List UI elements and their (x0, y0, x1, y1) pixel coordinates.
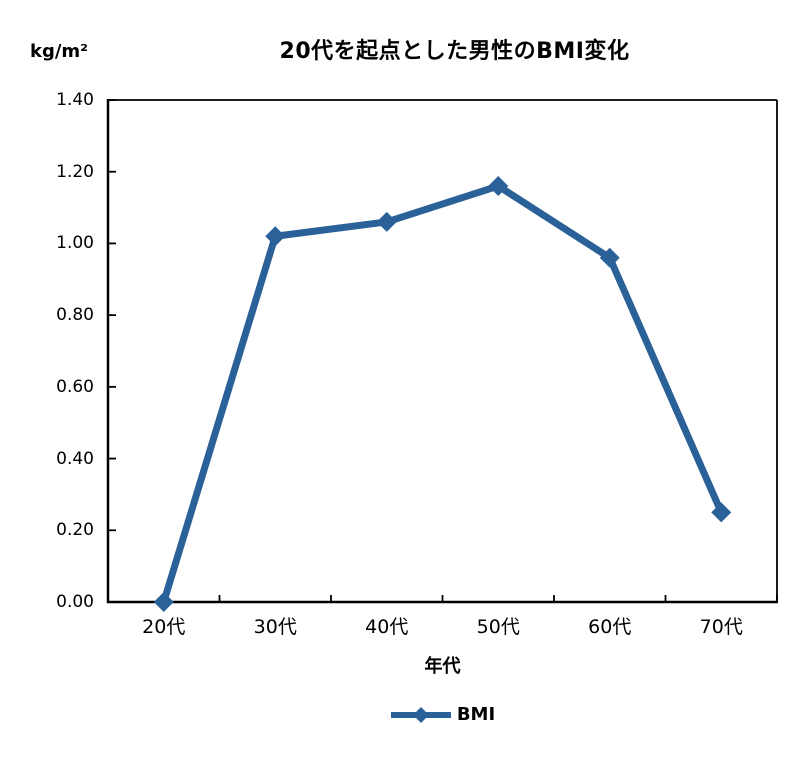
x-axis-title: 年代 (424, 656, 461, 677)
y-tick-label: 0.40 (56, 448, 94, 469)
chart-title: 20代を起点とした男性のBMI変化 (279, 39, 630, 64)
x-tick-label: 40代 (365, 616, 409, 638)
x-tick-label: 70代 (699, 616, 743, 638)
bmi-line-series (160, 182, 725, 606)
data-point-marker (376, 211, 397, 232)
y-tick-label: 0.60 (56, 376, 94, 397)
y-tick-label: 1.20 (56, 161, 94, 182)
data-point-marker (711, 502, 732, 523)
y-tick-label: 1.40 (56, 90, 94, 110)
x-tick-label: 20代 (142, 616, 186, 638)
data-point-marker (599, 247, 620, 268)
y-tick-label: 0.20 (56, 520, 94, 541)
legend: BMI (108, 704, 777, 725)
data-point-marker (488, 176, 509, 197)
x-tick-label: 30代 (253, 616, 297, 638)
y-axis-unit-label: kg/m² (30, 41, 89, 62)
legend-line-marker-icon (390, 706, 451, 723)
y-tick-label: 0.80 (56, 305, 94, 326)
data-point-marker (265, 226, 286, 247)
x-tick-label: 50代 (476, 616, 520, 638)
y-tick-label: 0.00 (56, 592, 94, 612)
legend-label: BMI (456, 704, 496, 725)
data-point-marker (153, 592, 174, 612)
y-tick-label: 1.00 (56, 233, 94, 254)
x-tick-label: 60代 (588, 616, 632, 638)
